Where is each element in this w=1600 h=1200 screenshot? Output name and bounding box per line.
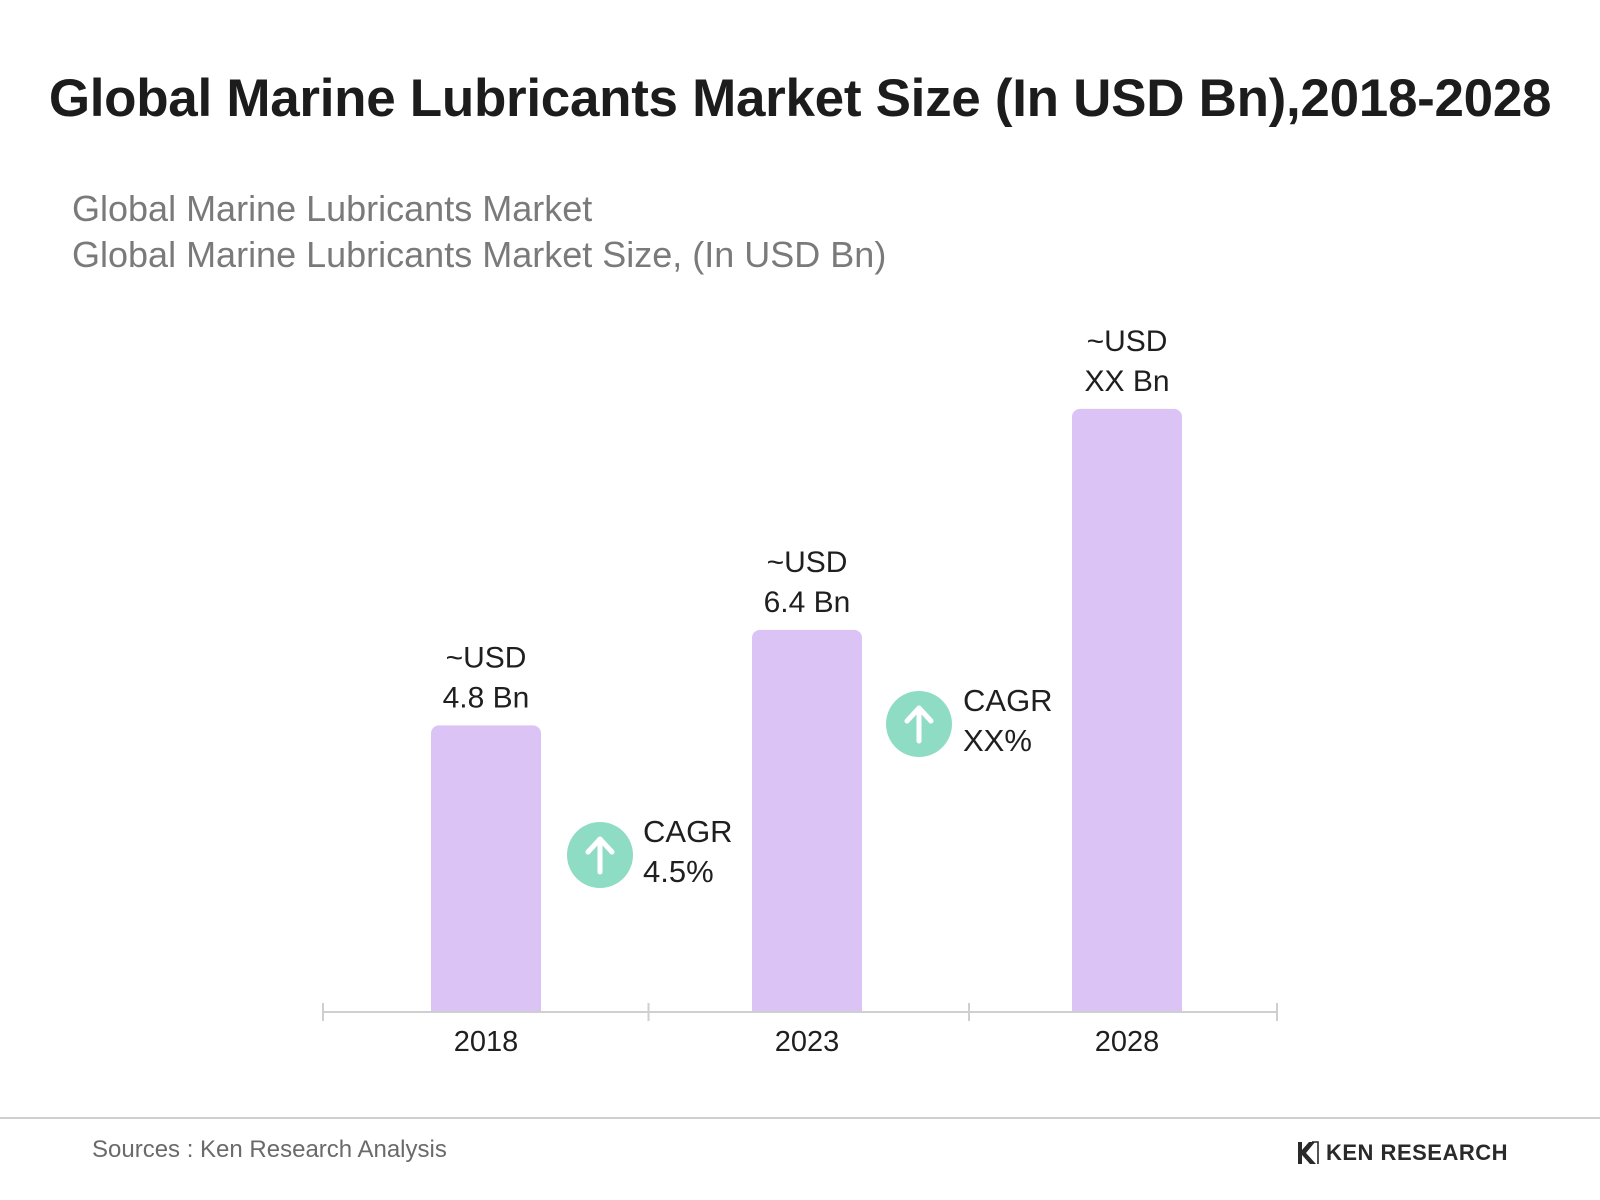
cagr-label: CAGR — [963, 683, 1053, 718]
x-tick-label: 2028 — [1095, 1026, 1160, 1058]
chart-subtitle: Global Marine Lubricants Market — [72, 188, 593, 229]
brand-logo: KEN RESEARCH — [1296, 1138, 1508, 1168]
source-note: Sources : Ken Research Analysis — [92, 1136, 447, 1163]
bar-value-label: 6.4 Bn — [764, 586, 851, 619]
x-tick-label: 2023 — [775, 1026, 840, 1058]
bar-value-label: XX Bn — [1084, 365, 1169, 398]
cagr-value: 4.5% — [643, 854, 714, 889]
bar-base-2028 — [1072, 1002, 1182, 1012]
chart-subtitle-units: Global Marine Lubricants Market Size, (I… — [72, 234, 887, 275]
cagr-value: XX% — [963, 723, 1032, 758]
bar-value-label: ~USD — [767, 546, 848, 579]
cagr-label: CAGR — [643, 814, 733, 849]
arrow-up-icon — [904, 705, 934, 744]
bar-2028 — [1072, 408, 1182, 1012]
ken-research-logo-icon — [1298, 1141, 1319, 1164]
x-tick-label: 2018 — [454, 1026, 519, 1058]
bar-2018 — [431, 725, 541, 1012]
bar-value-label: ~USD — [1087, 325, 1168, 358]
bar-chart: 2018 ~USD 4.8 Bn 2023 ~USD 6.4 Bn 2028 ~USD XX B… — [322, 325, 1278, 1058]
bar-base-2018 — [431, 1002, 541, 1012]
chart-title: Global Marine Lubricants Market Size (In… — [48, 69, 1552, 128]
arrow-up-icon — [585, 836, 615, 875]
bar-value-label: 4.8 Bn — [443, 681, 530, 714]
bar-base-2023 — [752, 1002, 862, 1012]
bar-value-label: ~USD — [446, 641, 527, 674]
bar-2023 — [752, 629, 862, 1012]
logo-text: KEN RESEARCH — [1326, 1140, 1509, 1165]
footer-divider — [0, 1117, 1600, 1119]
